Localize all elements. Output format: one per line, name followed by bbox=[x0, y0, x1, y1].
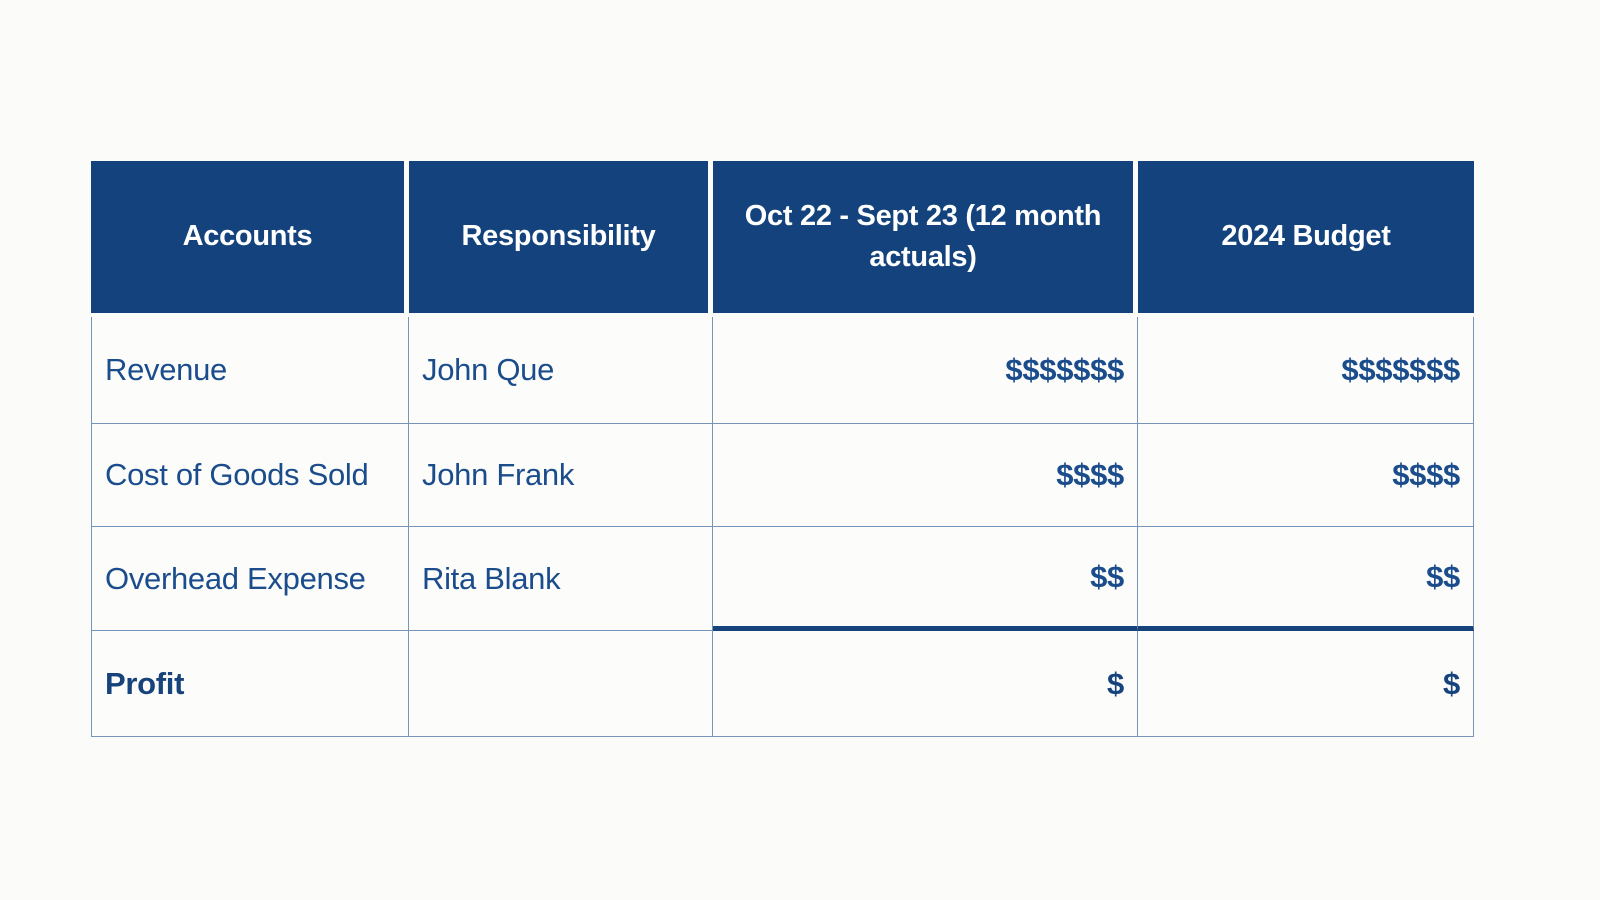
cell-actuals-profit: $ bbox=[713, 631, 1138, 737]
header-label: Oct 22 - Sept 23 (12 month actuals) bbox=[744, 199, 1102, 273]
header-cell-actuals: Oct 22 - Sept 23 (12 month actuals) bbox=[713, 161, 1138, 317]
header-label: Accounts bbox=[182, 220, 313, 253]
header-cell-responsibility: Responsibility bbox=[409, 161, 713, 317]
cell-account-overhead: Overhead Expense bbox=[91, 527, 409, 631]
header-cell-accounts: Accounts bbox=[91, 161, 409, 317]
cell-account-cogs: Cost of Goods Sold bbox=[91, 424, 409, 527]
cell-responsibility-revenue: John Que bbox=[409, 317, 713, 424]
cell-responsibility-cogs: John Frank bbox=[409, 424, 713, 527]
cell-account-revenue: Revenue bbox=[91, 317, 409, 424]
cell-actuals-cogs: $$$$ bbox=[713, 424, 1138, 527]
header-label: Responsibility bbox=[461, 220, 656, 253]
cell-budget-profit: $ bbox=[1138, 631, 1474, 737]
cell-responsibility-overhead: Rita Blank bbox=[409, 527, 713, 631]
budget-table: Accounts Responsibility Oct 22 - Sept 23… bbox=[91, 161, 1474, 737]
cell-account-profit: Profit bbox=[91, 631, 409, 737]
cell-actuals-revenue: $$$$$$$ bbox=[713, 317, 1138, 424]
cell-responsibility-profit bbox=[409, 631, 713, 737]
header-cell-budget: 2024 Budget bbox=[1138, 161, 1474, 317]
cell-budget-overhead: $$ bbox=[1138, 527, 1474, 631]
cell-actuals-overhead: $$ bbox=[713, 527, 1138, 631]
cell-budget-revenue: $$$$$$$ bbox=[1138, 317, 1474, 424]
cell-budget-cogs: $$$$ bbox=[1138, 424, 1474, 527]
header-label: 2024 Budget bbox=[1221, 220, 1391, 253]
